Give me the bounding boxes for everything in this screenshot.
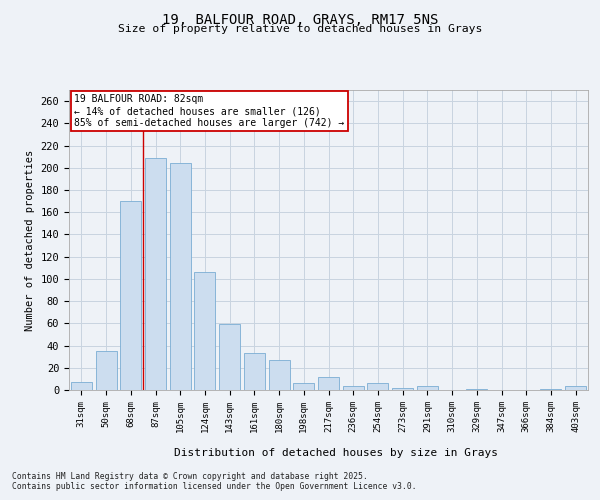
Text: Contains public sector information licensed under the Open Government Licence v3: Contains public sector information licen… (12, 482, 416, 491)
Bar (95, 351, 116, 390)
Bar (392, 388, 413, 390)
Bar (417, 386, 438, 390)
Text: Size of property relative to detached houses in Grays: Size of property relative to detached ho… (118, 24, 482, 34)
Text: 19, BALFOUR ROAD, GRAYS, RM17 5NS: 19, BALFOUR ROAD, GRAYS, RM17 5NS (162, 12, 438, 26)
Text: Contains HM Land Registry data © Crown copyright and database right 2025.: Contains HM Land Registry data © Crown c… (12, 472, 368, 481)
Bar (466, 389, 487, 390)
Bar (293, 384, 314, 390)
Bar (318, 376, 339, 390)
Bar (71, 382, 92, 390)
Bar (170, 164, 191, 390)
Bar (145, 158, 166, 390)
Bar (219, 324, 240, 390)
Y-axis label: Number of detached properties: Number of detached properties (25, 150, 35, 330)
Bar (194, 272, 215, 390)
Bar (367, 384, 388, 390)
Bar (120, 201, 141, 390)
Bar (269, 360, 290, 390)
Bar (541, 389, 562, 390)
Text: Distribution of detached houses by size in Grays: Distribution of detached houses by size … (174, 448, 498, 458)
Bar (343, 386, 364, 390)
Bar (244, 354, 265, 390)
Bar (565, 386, 586, 390)
Text: 19 BALFOUR ROAD: 82sqm
← 14% of detached houses are smaller (126)
85% of semi-de: 19 BALFOUR ROAD: 82sqm ← 14% of detached… (74, 94, 344, 128)
